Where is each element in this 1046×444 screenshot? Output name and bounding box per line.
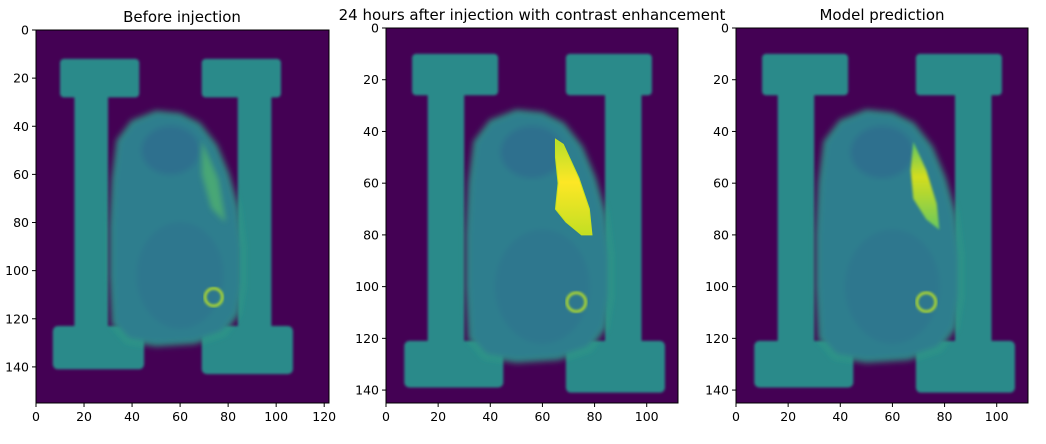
y-tick-label: 40 bbox=[713, 124, 729, 139]
y-tick-label: 60 bbox=[713, 176, 729, 191]
y-tick-label: 20 bbox=[363, 72, 379, 87]
x-tick-label: 100 bbox=[264, 409, 288, 424]
panel-title: Model prediction bbox=[819, 6, 944, 24]
enhancement-region bbox=[201, 140, 226, 223]
y-tick-label: 40 bbox=[13, 119, 29, 134]
axes-frame bbox=[385, 27, 679, 404]
ct-image bbox=[736, 28, 1028, 403]
phantom-holder bbox=[404, 53, 665, 393]
x-axis: 0 20 40 60 80 100 bbox=[382, 403, 659, 424]
x-tick-label: 40 bbox=[832, 409, 848, 424]
y-tick-label: 80 bbox=[713, 227, 729, 242]
x-tick-label: 0 bbox=[32, 409, 40, 424]
enhancement-region bbox=[910, 141, 940, 230]
x-tick-label: 20 bbox=[430, 409, 446, 424]
ct-image bbox=[386, 28, 678, 403]
vessel-ring bbox=[565, 291, 588, 313]
x-tick-label: 80 bbox=[937, 409, 953, 424]
panel-title: 24 hours after injection with contrast e… bbox=[339, 6, 726, 24]
x-tick-label: 100 bbox=[635, 409, 659, 424]
x-tick-label: 40 bbox=[482, 409, 498, 424]
x-tick-label: 0 bbox=[382, 409, 390, 424]
vessel-ring bbox=[915, 291, 938, 313]
y-axis: 0 20 40 60 80 100 120 140 bbox=[5, 23, 36, 374]
vessel-ring bbox=[203, 287, 224, 308]
y-tick-label: 40 bbox=[363, 124, 379, 139]
axes-frame bbox=[35, 29, 330, 404]
y-tick-label: 20 bbox=[13, 71, 29, 86]
x-axis: 0 20 40 60 80 100 120 bbox=[32, 403, 336, 424]
x-tick-label: 60 bbox=[884, 409, 900, 424]
x-tick-label: 20 bbox=[76, 409, 92, 424]
y-axis: 0 20 40 60 80 100 120 140 bbox=[355, 21, 386, 398]
panel-before-injection: Before injection 0 20 40 60 80 100 120 0 20 40 60… bbox=[5, 8, 336, 424]
x-tick-label: 0 bbox=[732, 409, 740, 424]
y-tick-label: 100 bbox=[5, 263, 29, 278]
ct-image bbox=[36, 30, 329, 403]
x-tick-label: 80 bbox=[587, 409, 603, 424]
y-tick-label: 0 bbox=[21, 23, 29, 38]
axes-frame bbox=[735, 27, 1029, 404]
x-tick-label: 60 bbox=[534, 409, 550, 424]
y-tick-label: 140 bbox=[705, 383, 729, 398]
x-tick-label: 20 bbox=[780, 409, 796, 424]
panel-after-injection: 24 hours after injection with contrast e… bbox=[339, 6, 726, 424]
x-tick-label: 60 bbox=[172, 409, 188, 424]
y-tick-label: 120 bbox=[705, 331, 729, 346]
panel-title: Before injection bbox=[123, 8, 241, 26]
y-tick-label: 120 bbox=[355, 331, 379, 346]
y-tick-label: 60 bbox=[363, 176, 379, 191]
y-tick-label: 140 bbox=[5, 359, 29, 374]
y-tick-label: 140 bbox=[355, 383, 379, 398]
x-tick-label: 40 bbox=[124, 409, 140, 424]
panel-model-prediction: Model prediction 0 20 40 60 80 100 0 20 40 60 80 1… bbox=[705, 6, 1029, 424]
x-tick-label: 80 bbox=[220, 409, 236, 424]
y-tick-label: 0 bbox=[371, 21, 379, 36]
enhancement-region bbox=[554, 138, 593, 236]
y-tick-label: 80 bbox=[13, 215, 29, 230]
y-tick-label: 120 bbox=[5, 311, 29, 326]
y-tick-label: 20 bbox=[713, 72, 729, 87]
y-tick-label: 100 bbox=[705, 279, 729, 294]
y-tick-label: 100 bbox=[355, 279, 379, 294]
y-tick-label: 80 bbox=[363, 227, 379, 242]
phantom-holder bbox=[754, 53, 1015, 393]
y-axis: 0 20 40 60 80 100 120 140 bbox=[705, 21, 736, 398]
x-tick-label: 120 bbox=[312, 409, 336, 424]
x-tick-label: 100 bbox=[985, 409, 1009, 424]
phantom-holder bbox=[52, 58, 293, 375]
y-tick-label: 60 bbox=[13, 167, 29, 182]
x-axis: 0 20 40 60 80 100 bbox=[732, 403, 1009, 424]
y-tick-label: 0 bbox=[721, 21, 729, 36]
